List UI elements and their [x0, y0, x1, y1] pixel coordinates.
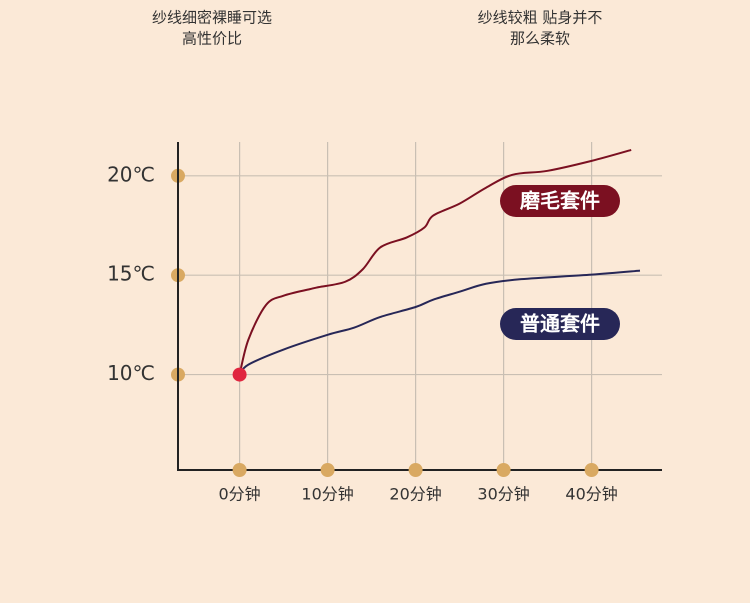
x-tick-label: 0分钟: [219, 485, 261, 504]
y-tick-label: 20℃: [107, 162, 155, 186]
x-tick-label: 10分钟: [301, 485, 353, 504]
legend-pill: [500, 308, 620, 340]
series-line: [238, 269, 641, 376]
x-tick-label: 20分钟: [389, 485, 441, 504]
x-tick-label: 40分钟: [565, 485, 617, 504]
x-tick-dot: [584, 463, 599, 477]
series-line: [238, 148, 632, 375]
legend-pill: [500, 185, 620, 217]
x-tick-dot: [408, 463, 423, 477]
start-point: [232, 367, 247, 382]
legend-label: 普通套件: [520, 312, 600, 336]
annotation: 高性价比: [182, 30, 242, 48]
x-tick-dot: [496, 463, 511, 477]
x-tick-dot: [232, 463, 247, 477]
legend-label: 磨毛套件: [520, 189, 600, 213]
y-tick-label: 15℃: [107, 262, 155, 286]
y-tick-label: 10℃: [107, 361, 155, 385]
annotation: 纱线较粗 贴身并不: [478, 9, 603, 27]
x-tick-label: 30分钟: [477, 485, 529, 504]
annotation: 那么柔软: [510, 30, 570, 48]
annotation: 纱线细密裸睡可选: [152, 9, 272, 27]
x-tick-dot: [320, 463, 335, 477]
